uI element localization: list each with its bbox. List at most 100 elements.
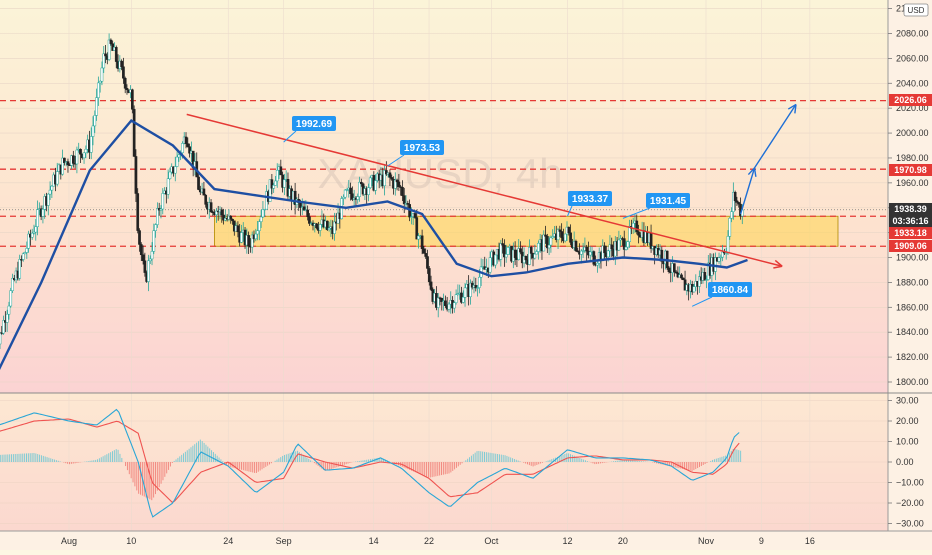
time-tick-label: Sep [276, 536, 292, 546]
candle-body [114, 47, 118, 62]
time-tick-label: 9 [759, 536, 764, 546]
candle-body [61, 157, 64, 175]
time-tick-label: Oct [484, 536, 499, 546]
candle-body [617, 239, 621, 251]
candle-body [426, 256, 429, 269]
candle-body [463, 287, 467, 298]
price-tick-label: 1840.00 [896, 327, 929, 337]
candle-body [581, 250, 585, 252]
callout-box [292, 116, 336, 131]
candle-body [152, 230, 156, 252]
candle-body [250, 234, 254, 248]
candle-body [680, 274, 683, 279]
candle-body [93, 115, 97, 127]
time-tick-label: 12 [563, 536, 573, 546]
candle-body [452, 302, 456, 309]
candle-body [698, 276, 701, 287]
candle-body [204, 194, 208, 205]
candle-body [351, 193, 354, 200]
candle-body [549, 237, 553, 246]
callout-pointer [691, 296, 713, 307]
candle-body [63, 157, 66, 163]
price-tag-box [889, 203, 932, 215]
candle-body [622, 238, 626, 250]
candle-body [388, 172, 392, 178]
candle-body [272, 185, 276, 189]
candle-body [340, 198, 343, 220]
candle-body [48, 189, 52, 195]
candle-body [474, 285, 478, 289]
candle-body [427, 268, 431, 283]
candle-body [567, 226, 571, 234]
price-tick-label: 1960.00 [896, 178, 929, 188]
price-tag-box [889, 227, 932, 239]
time-tick-label: 16 [805, 536, 815, 546]
forecast-path[interactable] [739, 104, 797, 215]
candle-body [469, 282, 472, 298]
candle-body [5, 313, 9, 323]
candle-body [256, 230, 259, 235]
price-tag-label: 1933.18 [894, 228, 927, 238]
candle-body [308, 216, 311, 224]
candle-body [519, 248, 522, 253]
candle-body [21, 253, 25, 260]
candle-body [517, 248, 521, 260]
price-tick-label: 1980.00 [896, 153, 929, 163]
candle-body [259, 216, 263, 222]
candle-body [735, 200, 739, 203]
candle-body [318, 224, 322, 231]
forecast-arrow[interactable] [739, 103, 797, 215]
candle-body [177, 154, 181, 158]
candle-body [461, 297, 465, 303]
candle-body [422, 248, 426, 254]
candle-body [349, 187, 352, 194]
candle-body [231, 218, 234, 222]
forecast-arrowhead [787, 103, 797, 114]
price-axis-background[interactable] [888, 0, 932, 550]
candle-body [66, 161, 70, 166]
candle-body [478, 276, 481, 288]
callout-label: 1860.84 [712, 285, 749, 296]
price-tag-label: 03:36:16 [892, 216, 928, 226]
callout-label: 1992.69 [296, 119, 333, 130]
candle-body [100, 67, 104, 82]
candle-body [579, 250, 583, 255]
candle-body [279, 166, 283, 176]
price-tag-label: 2026.06 [894, 95, 927, 105]
candle-body [125, 88, 129, 90]
macd-axis: −30.00 −20.00 −10.00 0.00 10.00 20.00 30.00 [888, 396, 924, 529]
candle-body [384, 170, 388, 175]
candle-body [275, 169, 279, 182]
candle-body [202, 188, 206, 196]
callout-pointer [622, 207, 651, 219]
trendline-arrowhead [773, 259, 783, 269]
callout-pointer [387, 154, 405, 167]
price-axis-tags: 2026.06 1970.98 1938.39 03:36:16 1933.18 1909… [889, 94, 932, 252]
macd-tick-label: 20.00 [896, 416, 919, 426]
zone-rect[interactable] [214, 215, 839, 247]
candle-body [91, 125, 95, 137]
candle-body [257, 221, 261, 231]
time-axis-background[interactable] [0, 531, 888, 550]
candle-body [75, 149, 79, 165]
candle-body [374, 180, 377, 191]
candle-body [606, 250, 610, 258]
candle-body [444, 300, 447, 306]
price-tag-label: 1938.39 [894, 204, 927, 214]
candle-body [358, 181, 361, 197]
candle-body [367, 187, 370, 195]
candle-body [447, 303, 451, 310]
candle-body [402, 195, 406, 205]
candle-body [209, 202, 213, 213]
currency-badge[interactable]: USD [903, 3, 929, 17]
candle-body [247, 235, 250, 247]
callout-label: 1931.45 [650, 196, 687, 207]
time-tick-label: 24 [223, 536, 233, 546]
candle-body [397, 181, 401, 188]
candle-body [150, 251, 154, 260]
candle-body [356, 196, 360, 200]
candle-body [333, 221, 336, 234]
candle-body [610, 244, 614, 250]
candle-body [327, 227, 331, 230]
candle-body [667, 267, 671, 272]
